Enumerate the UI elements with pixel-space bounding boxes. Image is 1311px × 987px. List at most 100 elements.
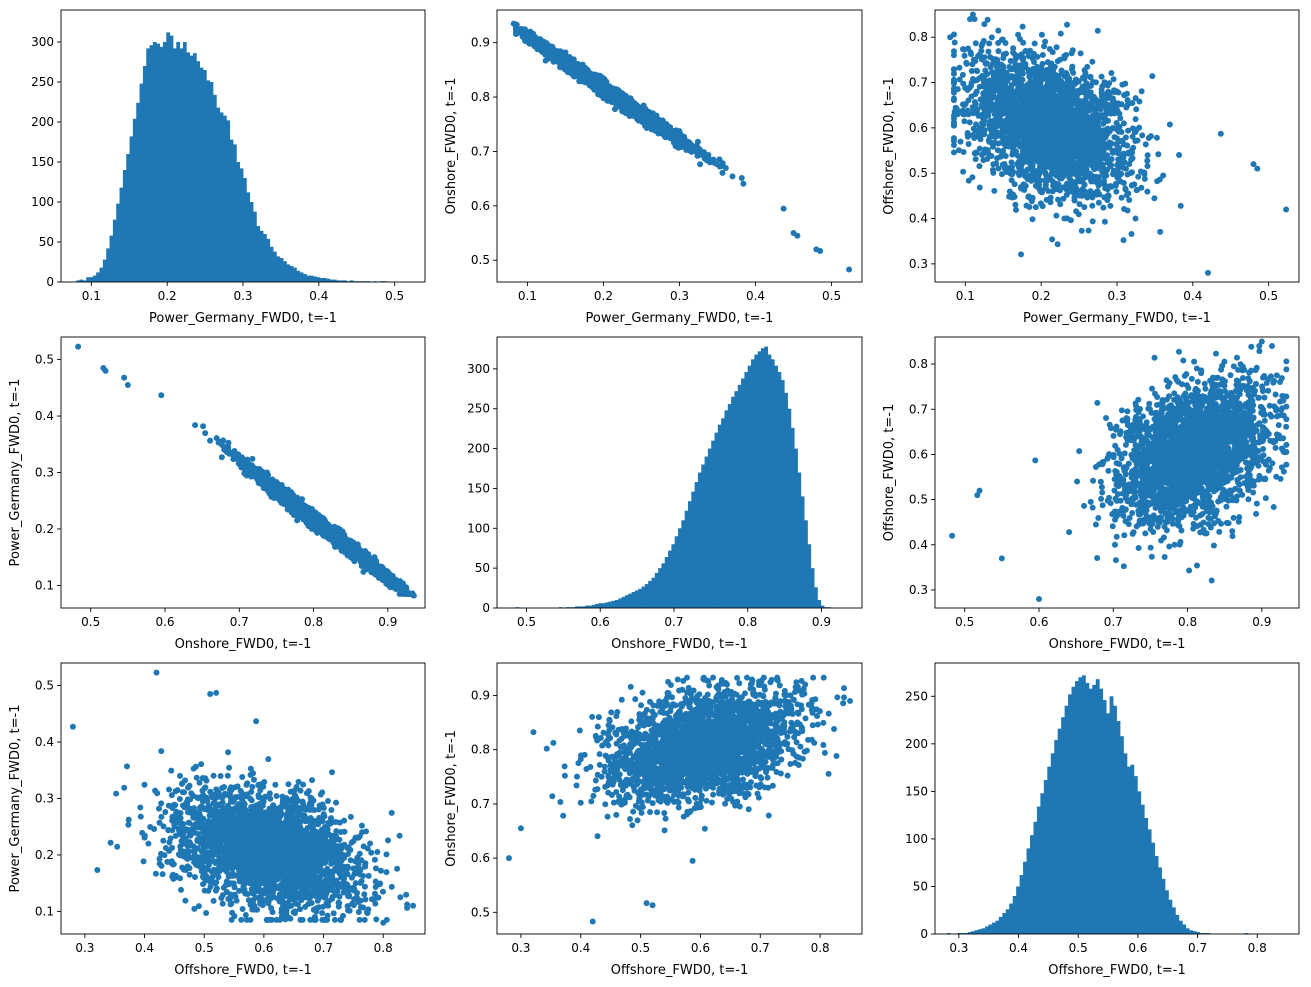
scatter-point (1112, 168, 1119, 175)
histogram-bar (169, 35, 174, 282)
histogram-bar (333, 279, 337, 282)
histogram-bar (243, 178, 247, 282)
scatter-point (578, 63, 585, 70)
scatter-point (951, 39, 958, 46)
x-axis-label: Power_Germany_FWD0, t=-1 (1023, 311, 1211, 326)
histogram-bar (136, 102, 140, 282)
scatter-point (1107, 163, 1114, 170)
scatter-point (583, 73, 590, 80)
scatter-point (986, 40, 993, 47)
scatter-point (657, 126, 664, 133)
scatter-point (1098, 73, 1105, 80)
scatter-point (977, 96, 984, 103)
histogram-bar (129, 136, 134, 282)
scatter-point (682, 145, 689, 152)
histogram-bar (219, 112, 224, 283)
scatter-point (676, 138, 683, 145)
scatter-point (1113, 135, 1120, 142)
histogram-bar (159, 46, 164, 282)
scatter-point (1057, 30, 1064, 37)
scatter-point (972, 156, 979, 163)
histogram-bar (309, 275, 314, 282)
scatter-point (684, 139, 691, 146)
histogram-bar (266, 238, 271, 282)
scatter-point (980, 157, 987, 164)
scatter-point (1114, 161, 1121, 168)
panel-histogram-power-germany: Power_Germany_FWD0, t=-1 0.1 0.2 0.3 0.4 0.5… (31, 9, 426, 326)
scatter-point (1113, 188, 1120, 195)
scatter-point (1020, 54, 1027, 61)
histogram-bar (149, 45, 154, 283)
scatter-point (1217, 130, 1224, 137)
scatter-point (1018, 162, 1025, 169)
scatter-point (1083, 83, 1090, 90)
histogram-bar (82, 280, 87, 282)
histogram-bar (319, 278, 324, 282)
x-tick-label: 0.3 (233, 289, 252, 303)
scatter-point (972, 40, 979, 47)
scatter-point (1157, 228, 1164, 235)
scatter-point (1121, 205, 1128, 212)
x-tick-label: 0.3 (670, 289, 689, 303)
scatter-point (1073, 110, 1080, 117)
scatter-point (1112, 182, 1119, 189)
scatter-point (1019, 70, 1026, 77)
x-tick-label: 0.1 (82, 289, 101, 303)
scatter-point (1042, 38, 1049, 45)
scatter-point (1063, 51, 1070, 58)
histogram-bar (179, 48, 184, 283)
scatter-point (984, 70, 991, 77)
scatter-point (1068, 50, 1075, 57)
scatter-point (666, 132, 673, 139)
y-tick-label: 150 (31, 155, 54, 169)
scatter-point (673, 131, 680, 138)
y-tick-label: 200 (31, 115, 54, 129)
histogram-bar (176, 42, 181, 282)
scatter-point (1097, 106, 1104, 113)
scatter-point (1101, 218, 1108, 225)
scatter-point (586, 81, 593, 88)
scatter-point (1015, 31, 1022, 38)
histogram-bar (152, 42, 157, 282)
histogram-bar (263, 234, 267, 282)
scatter-point (1134, 137, 1141, 144)
scatter-point (1141, 171, 1148, 178)
histogram-bar (146, 48, 150, 283)
scatter-point (681, 133, 688, 140)
scatter-point (790, 230, 797, 237)
scatter-point (1083, 93, 1090, 100)
scatter-point (971, 99, 978, 106)
scatter-point (1001, 165, 1008, 172)
scatter-point (1077, 50, 1084, 57)
x-axis-label: Power_Germany_FWD0, t=-1 (149, 311, 337, 326)
histogram-bar (202, 70, 207, 282)
scatter-point (1046, 45, 1053, 52)
y-axis-label: Onshore_FWD0, t=-1 (444, 78, 459, 215)
x-tick-label: 0.4 (746, 289, 765, 303)
scatter-point (1054, 241, 1061, 248)
scatter-point (729, 173, 736, 180)
scatter-point (1104, 144, 1111, 151)
scatter-point (645, 116, 652, 123)
histogram-bar (99, 267, 104, 282)
y-tick-label: 50 (39, 235, 54, 249)
scatter-point (961, 52, 968, 59)
scatter-point (556, 55, 563, 62)
scatter-point (966, 119, 973, 126)
histogram-bar (139, 83, 144, 282)
scatter-point (547, 51, 554, 58)
scatter-point (1009, 171, 1016, 178)
scatter-point (1108, 102, 1115, 109)
scatter-point (537, 41, 544, 48)
scatter-point (963, 60, 970, 67)
histogram-bar (316, 277, 321, 282)
scatter-point (813, 246, 820, 253)
histogram-bar (112, 219, 117, 282)
histogram-bar (189, 55, 194, 282)
scatter-point (984, 16, 991, 23)
scatter-point (1038, 31, 1045, 38)
scatter-point (1139, 132, 1146, 139)
scatter-point (1142, 141, 1149, 148)
scatter-point (542, 57, 549, 64)
